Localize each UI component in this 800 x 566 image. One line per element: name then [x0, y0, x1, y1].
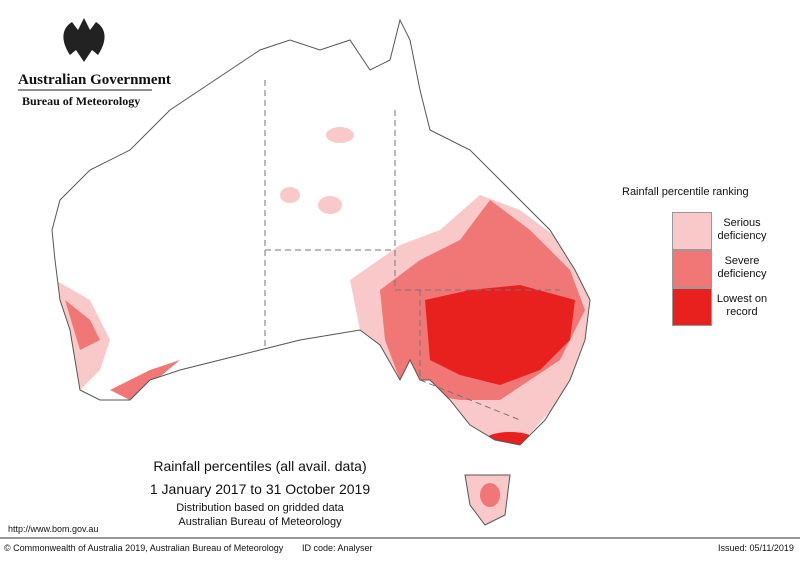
- state-borders: [264, 80, 560, 421]
- coat-of-arms: [63, 18, 105, 62]
- legend-label: Serious deficiency: [717, 217, 767, 242]
- legend-title: Rainfall percentile ranking: [622, 186, 749, 198]
- header-title: Australian Government: [18, 72, 171, 88]
- coastline: [51, 18, 591, 446]
- url: http://www.bom.gov.au: [8, 524, 99, 534]
- issued: Issued: 05/11/2019: [718, 543, 794, 553]
- caption-period: 1 January 2017 to 31 October 2019: [149, 481, 371, 497]
- caption-title: Rainfall percentiles (all avail. data): [153, 458, 367, 474]
- legend-swatch: [672, 250, 712, 288]
- caption-note: Distribution based on gridded data: [176, 502, 344, 514]
- id-code: ID code: Analyser: [302, 543, 373, 553]
- legend-swatch: [672, 212, 712, 250]
- caption-note: Australian Bureau of Meteorology: [178, 516, 342, 528]
- legend-label: Lowest on record: [716, 293, 768, 318]
- header-subtitle: Bureau of Meteorology: [22, 94, 141, 108]
- legend-swatch: [672, 288, 712, 326]
- copyright: © Commonwealth of Australia 2019, Austra…: [4, 543, 284, 553]
- tasmania-area: [480, 483, 500, 507]
- legend-label: Severe deficiency: [717, 255, 767, 280]
